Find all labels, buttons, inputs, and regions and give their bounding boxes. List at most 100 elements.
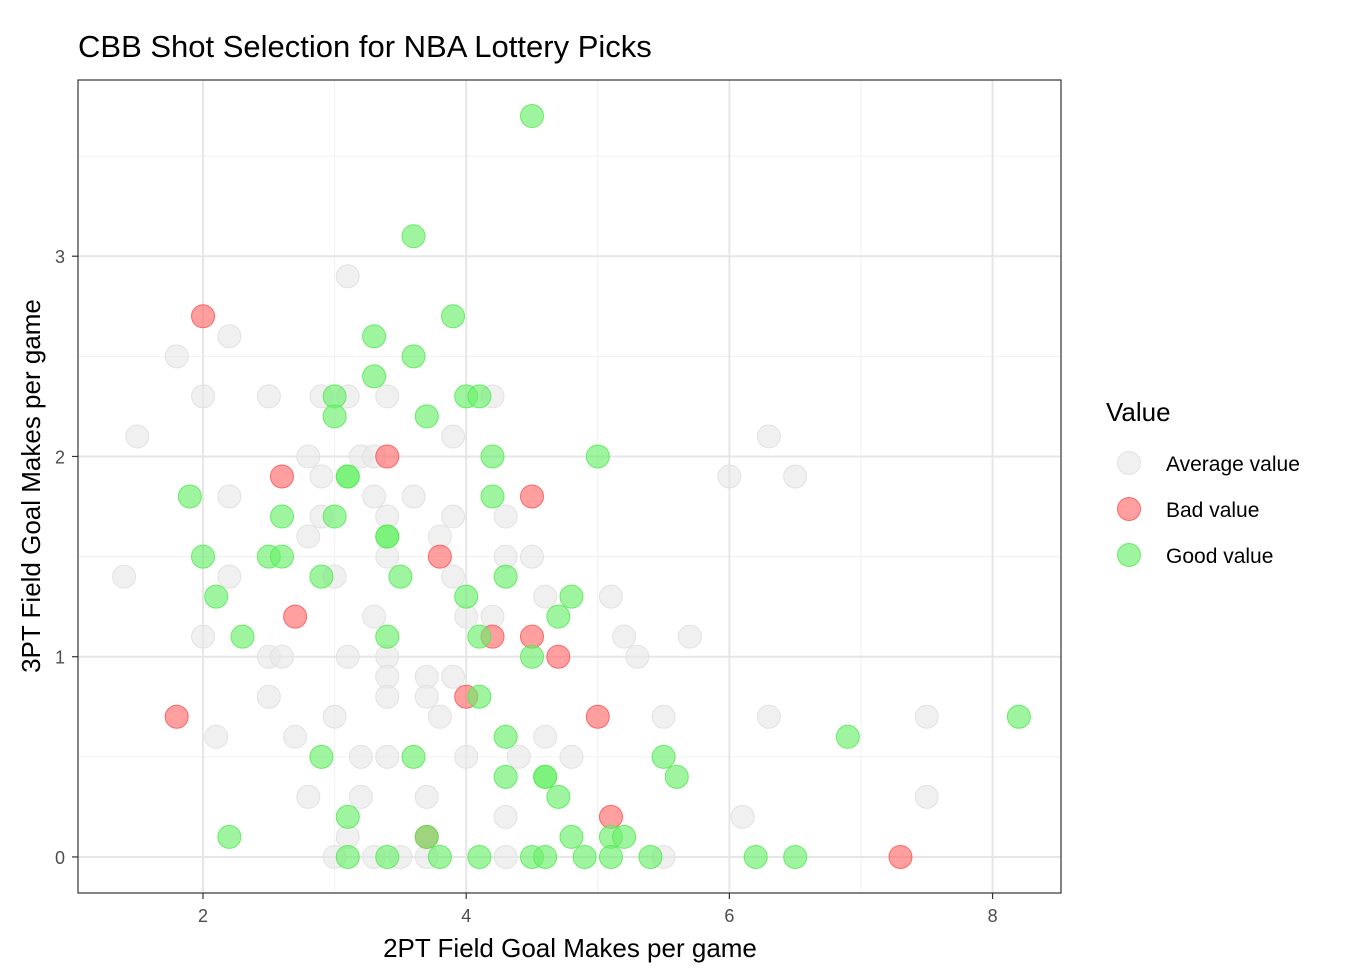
data-point <box>427 544 452 569</box>
y-tick-label: 1 <box>55 648 65 668</box>
data-point <box>888 844 913 869</box>
data-point <box>441 664 466 689</box>
data-point <box>559 584 584 609</box>
data-point <box>217 824 242 849</box>
data-point <box>401 484 426 509</box>
data-point <box>125 424 150 449</box>
data-point <box>217 484 242 509</box>
data-point <box>230 624 255 649</box>
data-point <box>559 744 584 769</box>
data-point <box>375 684 400 709</box>
x-tick-label: 6 <box>724 906 734 926</box>
data-point <box>914 704 939 729</box>
data-point <box>756 704 781 729</box>
data-point <box>493 764 518 789</box>
points-layer <box>112 104 1031 869</box>
data-point <box>612 624 637 649</box>
data-point <box>756 424 781 449</box>
data-point <box>164 344 189 369</box>
data-point <box>585 704 610 729</box>
data-point <box>362 484 387 509</box>
data-point <box>388 564 413 589</box>
data-point <box>217 564 242 589</box>
y-tick-label: 2 <box>55 447 65 467</box>
chart-title: CBB Shot Selection for NBA Lottery Picks <box>78 29 652 64</box>
data-point <box>1006 704 1031 729</box>
data-point <box>401 744 426 769</box>
data-point <box>309 564 334 589</box>
data-point <box>375 844 400 869</box>
legend-entries: Average value Bad value Good value <box>1117 451 1300 568</box>
data-point <box>309 464 334 489</box>
data-point <box>177 484 202 509</box>
data-point <box>309 744 334 769</box>
data-point <box>401 344 426 369</box>
legend-label: Average value <box>1166 453 1300 476</box>
data-point <box>256 684 281 709</box>
data-point <box>651 704 676 729</box>
data-point <box>467 684 492 709</box>
data-point <box>533 584 558 609</box>
data-point <box>638 844 663 869</box>
legend-label: Good value <box>1166 545 1273 568</box>
y-tick-label: 0 <box>55 848 65 868</box>
data-point <box>783 844 808 869</box>
data-point <box>533 724 558 749</box>
legend-key <box>1117 543 1141 567</box>
data-point <box>519 544 544 569</box>
ticks-layer: 2 4 6 8 0 1 2 3 <box>55 247 998 926</box>
data-point <box>335 464 360 489</box>
data-point <box>335 264 360 289</box>
data-point <box>348 784 373 809</box>
data-point <box>743 844 768 869</box>
data-point <box>480 484 505 509</box>
data-point <box>533 764 558 789</box>
data-point <box>191 304 216 329</box>
data-point <box>204 724 229 749</box>
y-tick-label: 3 <box>55 247 65 267</box>
data-point <box>467 624 492 649</box>
data-point <box>467 844 492 869</box>
data-point <box>414 684 439 709</box>
data-point <box>598 584 623 609</box>
data-point <box>493 564 518 589</box>
data-point <box>335 644 360 669</box>
data-point <box>441 304 466 329</box>
data-point <box>427 844 452 869</box>
data-point <box>362 604 387 629</box>
legend-title: Value <box>1106 397 1171 427</box>
data-point <box>269 644 294 669</box>
data-point <box>454 744 479 769</box>
data-point <box>296 784 321 809</box>
data-point <box>783 464 808 489</box>
data-point <box>112 564 137 589</box>
data-point <box>506 744 531 769</box>
data-point <box>283 724 308 749</box>
legend-key <box>1117 497 1141 521</box>
data-point <box>519 104 544 129</box>
data-point <box>322 504 347 529</box>
data-point <box>414 784 439 809</box>
data-point <box>414 824 439 849</box>
data-point <box>835 724 860 749</box>
x-tick-label: 2 <box>198 906 208 926</box>
data-point <box>625 644 650 669</box>
data-point <box>375 384 400 409</box>
data-point <box>414 404 439 429</box>
data-point <box>585 444 610 469</box>
data-point <box>204 584 229 609</box>
data-point <box>375 524 400 549</box>
data-point <box>296 524 321 549</box>
data-point <box>533 844 558 869</box>
data-point <box>454 584 479 609</box>
data-point <box>269 464 294 489</box>
data-point <box>335 804 360 829</box>
data-point <box>730 804 755 829</box>
x-axis-title: 2PT Field Goal Makes per game <box>383 933 757 963</box>
x-tick-label: 8 <box>988 906 998 926</box>
data-point <box>493 724 518 749</box>
data-point <box>546 604 571 629</box>
data-point <box>651 744 676 769</box>
data-point <box>664 764 689 789</box>
